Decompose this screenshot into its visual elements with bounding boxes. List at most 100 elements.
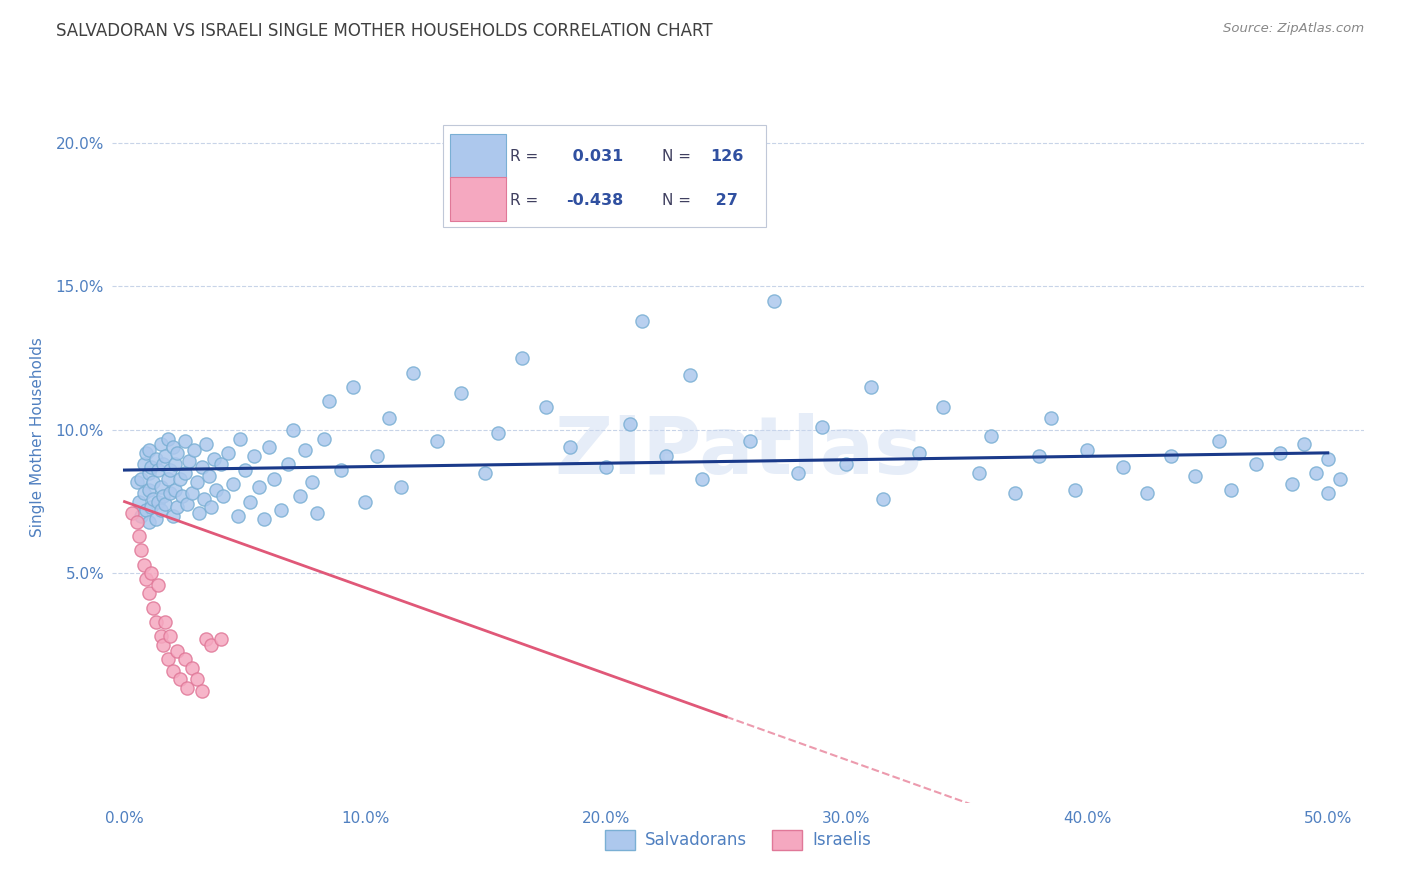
- Point: [131, 543, 153, 558]
- Point: [226, 508, 249, 523]
- Point: [132, 458, 155, 472]
- Point: [967, 466, 990, 480]
- Point: [277, 458, 299, 472]
- Point: [426, 434, 449, 449]
- Point: [135, 446, 157, 460]
- Point: [195, 437, 218, 451]
- Text: SALVADORAN VS ISRAELI SINGLE MOTHER HOUSEHOLDS CORRELATION CHART: SALVADORAN VS ISRAELI SINGLE MOTHER HOUS…: [56, 22, 713, 40]
- Point: [1160, 449, 1182, 463]
- Point: [1112, 460, 1135, 475]
- Point: [233, 463, 256, 477]
- Point: [145, 512, 167, 526]
- Point: [155, 449, 177, 463]
- Point: [763, 293, 786, 308]
- Point: [188, 506, 211, 520]
- Point: [402, 366, 425, 380]
- Point: [173, 652, 195, 666]
- Point: [145, 615, 167, 629]
- Point: [290, 489, 312, 503]
- Point: [450, 385, 472, 400]
- Point: [173, 434, 195, 449]
- Point: [209, 632, 232, 647]
- Point: [229, 432, 252, 446]
- Point: [558, 440, 581, 454]
- Point: [212, 489, 235, 503]
- Point: [202, 451, 225, 466]
- Point: [183, 442, 205, 457]
- Point: [314, 432, 336, 446]
- Point: [1220, 483, 1243, 497]
- Point: [142, 600, 165, 615]
- Point: [138, 483, 160, 497]
- Point: [142, 475, 165, 489]
- Point: [1329, 472, 1351, 486]
- Point: [190, 684, 212, 698]
- Point: [859, 380, 882, 394]
- Point: [180, 486, 202, 500]
- Point: [190, 460, 212, 475]
- Point: [166, 644, 188, 658]
- Point: [176, 681, 198, 695]
- Point: [195, 632, 218, 647]
- Text: 126: 126: [710, 150, 744, 164]
- Point: [474, 466, 496, 480]
- Point: [354, 494, 377, 508]
- Point: [253, 512, 276, 526]
- Point: [980, 428, 1002, 442]
- Point: [169, 472, 191, 486]
- Point: [690, 472, 713, 486]
- Point: [179, 454, 201, 468]
- Point: [142, 491, 165, 506]
- Point: [139, 566, 162, 581]
- Text: R =: R =: [510, 194, 538, 208]
- Point: [128, 494, 150, 508]
- Point: [121, 506, 143, 520]
- Point: [162, 440, 184, 454]
- Point: [787, 466, 810, 480]
- Point: [148, 578, 170, 592]
- Point: [486, 425, 509, 440]
- Point: [263, 472, 285, 486]
- Legend: Salvadorans, Israelis: Salvadorans, Israelis: [599, 823, 877, 856]
- Text: 0.031: 0.031: [567, 150, 623, 164]
- Point: [125, 515, 148, 529]
- Point: [200, 638, 222, 652]
- Point: [318, 394, 340, 409]
- Point: [166, 500, 188, 515]
- Point: [378, 411, 401, 425]
- Point: [1039, 411, 1063, 425]
- Point: [631, 314, 654, 328]
- FancyBboxPatch shape: [450, 177, 506, 221]
- Point: [366, 449, 388, 463]
- Point: [173, 466, 195, 480]
- Point: [156, 472, 179, 486]
- Point: [510, 351, 533, 366]
- Point: [1064, 483, 1087, 497]
- Point: [132, 558, 155, 572]
- Point: [148, 463, 170, 477]
- Point: [1316, 486, 1339, 500]
- Point: [149, 437, 172, 451]
- Point: [197, 468, 219, 483]
- Point: [301, 475, 323, 489]
- Point: [156, 432, 179, 446]
- Point: [145, 451, 167, 466]
- Point: [205, 483, 228, 497]
- Point: [193, 491, 215, 506]
- Point: [138, 442, 160, 457]
- FancyBboxPatch shape: [443, 125, 766, 227]
- Point: [1028, 449, 1050, 463]
- Point: [172, 489, 194, 503]
- Text: Source: ZipAtlas.com: Source: ZipAtlas.com: [1223, 22, 1364, 36]
- Point: [389, 480, 412, 494]
- Point: [132, 486, 155, 500]
- Text: 27: 27: [710, 194, 738, 208]
- Point: [1268, 446, 1291, 460]
- Point: [270, 503, 292, 517]
- Point: [135, 503, 157, 517]
- Point: [149, 629, 172, 643]
- Point: [907, 446, 929, 460]
- Point: [131, 472, 153, 486]
- Point: [200, 500, 222, 515]
- Point: [247, 480, 270, 494]
